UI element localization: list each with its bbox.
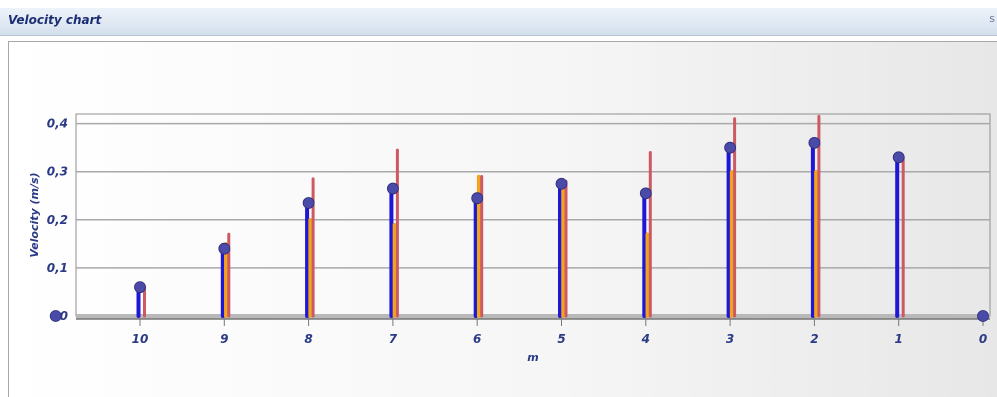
x-tick-label: 5 (557, 332, 565, 346)
x-tick-label: 4 (641, 332, 650, 346)
chart-panel (8, 41, 997, 397)
x-tick-label: 10 (132, 332, 149, 346)
x-tick-label: 1 (895, 332, 903, 346)
data-point (49, 310, 62, 322)
data-point (639, 187, 652, 200)
data-point (302, 197, 315, 209)
title-bar-fragment: s (989, 12, 995, 25)
y-tick-label: 0,3 (47, 165, 68, 179)
y-tick-label: 0,4 (47, 117, 68, 131)
data-point (977, 310, 989, 322)
x-tick-label: 2 (810, 332, 818, 346)
x-axis-title: m (527, 351, 538, 364)
x-tick-label: 6 (473, 332, 481, 346)
data-point (808, 136, 821, 149)
data-point (555, 177, 568, 190)
data-point (471, 192, 484, 205)
window-title: Velocity chart (8, 13, 102, 27)
data-point (218, 242, 231, 255)
x-tick-label: 3 (726, 332, 734, 346)
plot-area (75, 113, 991, 317)
x-tick-label: 8 (304, 332, 312, 346)
x-tick-label: 7 (389, 332, 398, 346)
data-point (724, 141, 736, 154)
data-point (134, 281, 146, 294)
data-point (892, 151, 905, 164)
y-tick-label: 0 (60, 309, 68, 323)
y-tick-label: 0,2 (47, 213, 68, 227)
x-tick-label: 9 (220, 332, 228, 346)
data-point (386, 182, 399, 195)
x-tick-label: 0 (979, 332, 987, 346)
y-axis-title: Velocity (m/s) (28, 172, 41, 257)
baseline-band (76, 314, 990, 319)
y-tick-label: 0,1 (47, 261, 68, 275)
title-bar: Velocity chart s (0, 8, 997, 36)
